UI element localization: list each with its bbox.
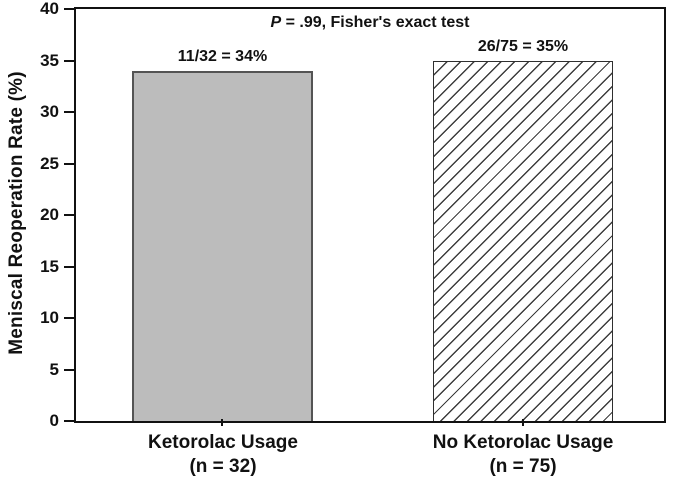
x-category-ketorolac: Ketorolac Usage (n = 32) bbox=[83, 431, 363, 479]
y-tick-label: 40 bbox=[40, 0, 59, 18]
y-tick-label: 0 bbox=[49, 411, 59, 430]
y-tick-mark bbox=[64, 59, 74, 62]
stat-annotation: P = .99, Fisher's exact test bbox=[76, 14, 664, 32]
y-tick-label: 25 bbox=[40, 153, 59, 173]
category-label-line2: (n = 75) bbox=[489, 456, 557, 477]
p-value-symbol: P bbox=[270, 14, 282, 31]
plot-area: P = .99, Fisher's exact test 0 5 10 15 20 25 3… bbox=[40, 0, 666, 430]
y-tick-mark bbox=[64, 162, 74, 165]
y-tick-mark bbox=[64, 420, 74, 422]
y-tick-label: 20 bbox=[40, 205, 59, 224]
y-tick-mark bbox=[64, 265, 74, 268]
y-tick-mark bbox=[64, 214, 74, 216]
y-tick-label: 10 bbox=[40, 308, 59, 327]
category-label-line1: Ketorolac Usage bbox=[148, 432, 298, 453]
y-tick-mark bbox=[64, 111, 74, 113]
y-tick-label: 35 bbox=[40, 50, 59, 70]
y-tick-mark bbox=[64, 368, 74, 371]
y-tick-mark bbox=[64, 317, 74, 319]
x-category-no-ketorolac: No Ketorolac Usage (n = 75) bbox=[383, 431, 663, 479]
bar-value-label: 26/75 = 35% bbox=[477, 37, 569, 55]
y-tick-label: 5 bbox=[49, 359, 59, 379]
p-value-text: = .99, Fisher's exact test bbox=[281, 14, 470, 31]
category-label-line1: No Ketorolac Usage bbox=[432, 432, 614, 453]
bar-2 bbox=[433, 60, 613, 421]
bar-value-label: 11/32 = 34% bbox=[177, 47, 268, 65]
x-tick-ketorolac bbox=[221, 419, 223, 426]
x-tick-no-ketorolac bbox=[522, 419, 524, 426]
category-label-line2: (n = 32) bbox=[189, 456, 257, 477]
y-tick-label: 15 bbox=[40, 256, 59, 276]
y-tick-label: 30 bbox=[40, 102, 59, 121]
bar-1 bbox=[132, 70, 313, 421]
y-tick-mark bbox=[64, 8, 74, 10]
